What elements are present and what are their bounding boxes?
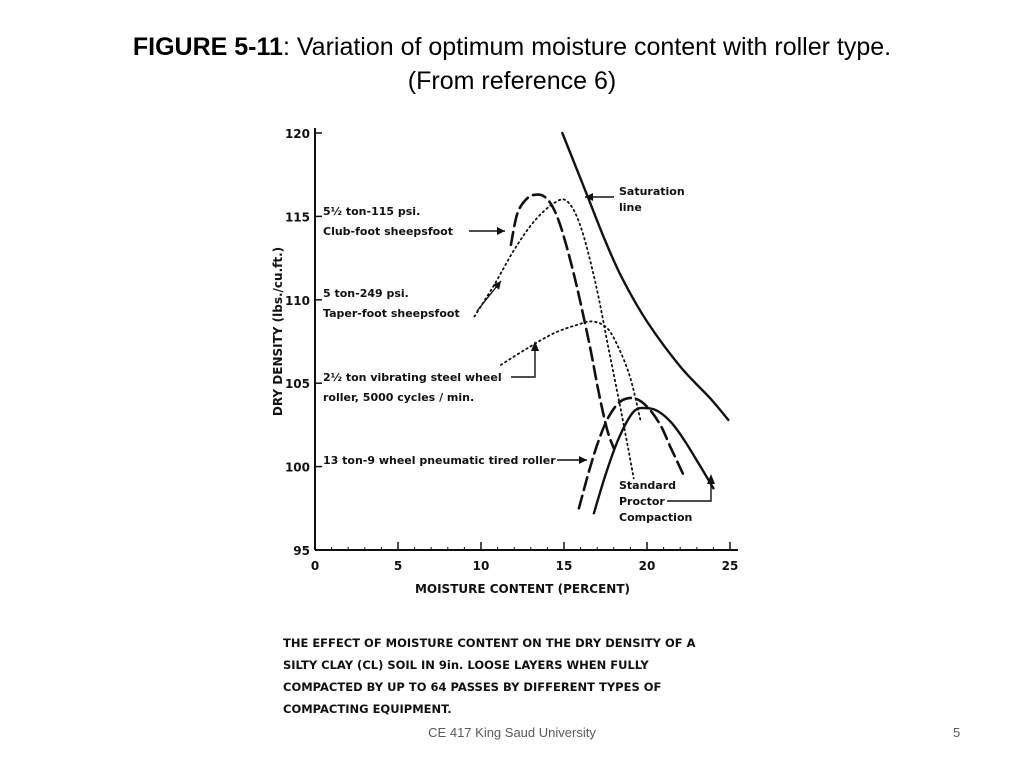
annotation-taper-foot: Taper-foot sheepsfoot bbox=[323, 307, 460, 320]
arrow-pneumatic-roller-head bbox=[579, 456, 587, 464]
annotation-standard-proctor: Standard bbox=[619, 479, 676, 492]
x-tick-label: 20 bbox=[639, 559, 656, 573]
annotation-pneumatic-roller: 13 ton-9 wheel pneumatic tired roller bbox=[323, 454, 556, 467]
x-tick-label: 0 bbox=[311, 559, 319, 573]
title-subtitle: (From reference 6) bbox=[407, 67, 617, 95]
annotation-vibrating-roller: 2½ ton vibrating steel wheel bbox=[323, 371, 502, 384]
series-line-4 bbox=[577, 396, 685, 510]
page-number: 5 bbox=[953, 725, 961, 740]
annotation-vibrating-roller: roller, 5000 cycles / min. bbox=[323, 391, 474, 404]
title-line: FIGURE 5-11: Variation of optimum moistu… bbox=[60, 30, 964, 64]
footer-text: CE 417 King Saud University bbox=[428, 725, 596, 740]
chart-caption-line: COMPACTING EQUIPMENT. bbox=[283, 702, 452, 716]
x-tick-label: 25 bbox=[722, 559, 739, 573]
y-tick-label: 100 bbox=[285, 461, 310, 475]
arrow-taper-foot-head bbox=[492, 281, 501, 290]
arrow-club-foot-head bbox=[497, 227, 505, 235]
y-tick-label: 110 bbox=[285, 294, 310, 308]
figure-label: FIGURE 5-11 bbox=[132, 33, 283, 61]
y-axis-label: DRY DENSITY (lbs./cu.ft.) bbox=[271, 247, 285, 416]
annotation-saturation: line bbox=[619, 201, 642, 214]
arrow-standard-proctor-head bbox=[707, 474, 715, 484]
annotation-taper-foot: 5 ton-249 psi. bbox=[323, 287, 409, 300]
y-tick-label: 95 bbox=[293, 544, 310, 558]
series-line-1 bbox=[509, 193, 616, 450]
arrow-standard-proctor bbox=[667, 481, 712, 502]
x-tick-label: 15 bbox=[556, 559, 573, 573]
y-tick-label: 115 bbox=[285, 210, 310, 224]
annotation-standard-proctor: Proctor bbox=[619, 495, 665, 508]
series-line-5 bbox=[592, 406, 715, 515]
annotation-club-foot: Club-foot sheepsfoot bbox=[323, 225, 453, 238]
y-tick-label: 120 bbox=[285, 127, 310, 141]
annotation-saturation: Saturation bbox=[619, 185, 685, 198]
chart-caption-line: COMPACTED BY UP TO 64 PASSES BY DIFFEREN… bbox=[283, 680, 661, 694]
chart-caption-line: THE EFFECT OF MOISTURE CONTENT ON THE DR… bbox=[283, 636, 696, 650]
x-tick-label: 10 bbox=[473, 559, 490, 573]
arrow-vibrating-roller bbox=[511, 347, 536, 378]
series-line-0 bbox=[561, 131, 730, 422]
arrow-saturation-head bbox=[585, 193, 593, 201]
title-text: : Variation of optimum moisture content … bbox=[282, 33, 892, 61]
chart-caption-line: SILTY CLAY (CL) SOIL IN 9in. LOOSE LAYER… bbox=[283, 658, 649, 672]
y-tick-label: 105 bbox=[285, 377, 310, 391]
annotation-club-foot: 5½ ton-115 psi. bbox=[323, 205, 420, 218]
series-line-2 bbox=[473, 198, 635, 480]
x-tick-label: 5 bbox=[394, 559, 402, 573]
arrow-vibrating-roller-head bbox=[531, 341, 539, 351]
moisture-density-chart: 0 5 10 15 20 25 95 100 105 110 115 120 MOISTURE CONT… bbox=[271, 127, 739, 716]
x-axis-label: MOISTURE CONTENT (PERCENT) bbox=[415, 582, 630, 596]
slide-title: FIGURE 5-11: Variation of optimum moistu… bbox=[60, 30, 964, 98]
annotation-standard-proctor: Compaction bbox=[619, 511, 692, 524]
